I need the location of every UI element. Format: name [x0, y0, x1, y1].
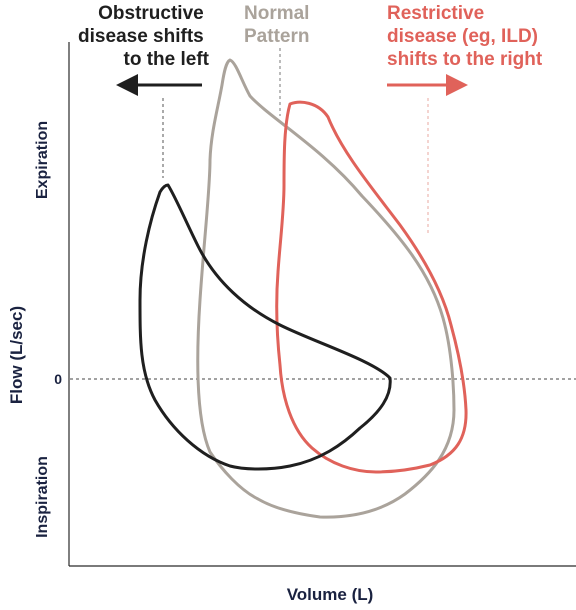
restrictive-annotation: Restrictive disease (eg, ILD) shifts to … — [387, 3, 543, 70]
x-axis-label: Volume (L) — [287, 585, 374, 604]
inspiration-label: Inspiration — [34, 456, 51, 538]
arrow-left-icon — [116, 74, 202, 96]
restrictive-line-1: Restrictive — [387, 3, 484, 24]
y-axis-label: Flow (L/sec) — [7, 306, 26, 404]
restrictive-line-3: shifts to the right — [387, 49, 543, 70]
normal-loop-curve — [196, 58, 456, 519]
restrictive-line-2: disease (eg, ILD) — [387, 26, 538, 47]
obstructive-line-3: to the left — [124, 49, 210, 70]
restrictive-loop-curve — [275, 100, 468, 474]
expiration-label: Expiration — [34, 121, 51, 199]
obstructive-line-2: disease shifts — [78, 26, 204, 47]
obstructive-loop-curve — [138, 183, 392, 471]
normal-annotation: Normal Pattern — [244, 3, 315, 47]
normal-line-1: Normal — [244, 3, 309, 24]
arrow-right-icon — [387, 74, 468, 96]
zero-flow-label: 0 — [54, 371, 62, 387]
obstructive-annotation: Obstructive disease shifts to the left — [78, 3, 210, 70]
obstructive-line-1: Obstructive — [98, 3, 204, 24]
normal-line-2: Pattern — [244, 26, 309, 47]
